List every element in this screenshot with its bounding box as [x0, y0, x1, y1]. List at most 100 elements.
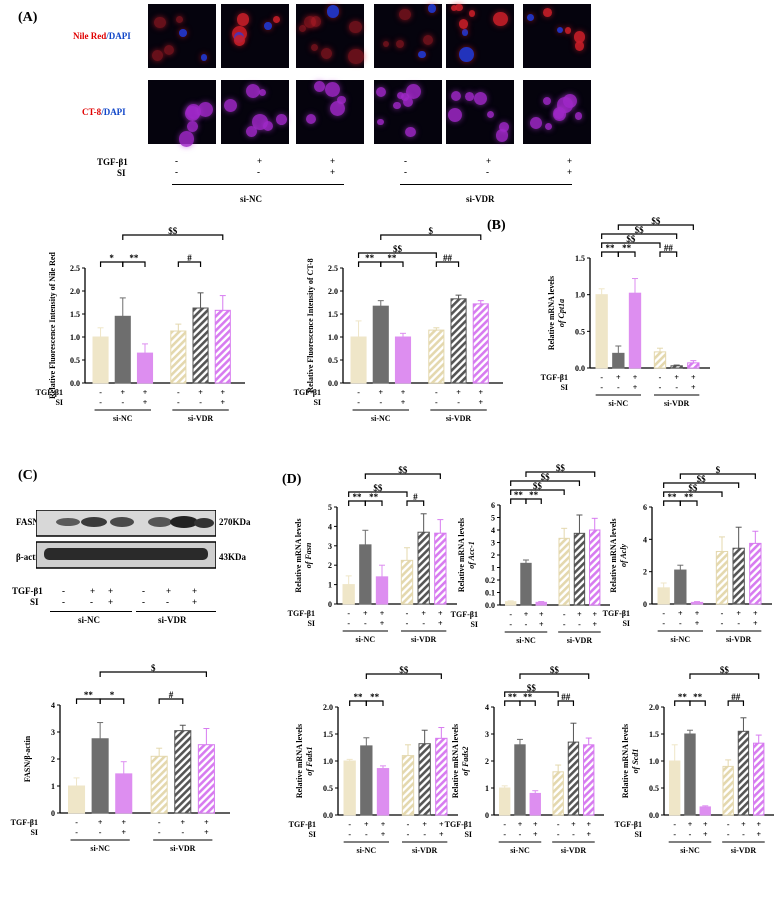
- y-tick-label: 5: [328, 503, 332, 512]
- tgf-sign: +: [143, 388, 148, 397]
- tgf-label: TGF-β1: [11, 818, 38, 827]
- cell-nucleus: [396, 91, 404, 99]
- micro-si-sign: +: [567, 167, 573, 177]
- significance-mark: **: [84, 690, 94, 700]
- y-tick-label: 2.0: [323, 703, 333, 712]
- significance-mark: $$: [527, 683, 537, 693]
- wb-group-line-1: [50, 611, 132, 612]
- significance-mark: ##: [561, 692, 571, 702]
- si-label: SI: [560, 383, 568, 392]
- tgf-sign: -: [557, 820, 560, 829]
- significance-mark: **: [387, 253, 397, 263]
- micro-si-sign: -: [257, 167, 260, 177]
- bar: [670, 365, 683, 369]
- cell-nucleus: [393, 101, 402, 110]
- y-tick-label: 1.0: [323, 757, 333, 766]
- significance-bracket: [510, 489, 565, 495]
- bar: [376, 768, 390, 816]
- tgf-sign: +: [678, 609, 683, 618]
- si-sign: -: [181, 828, 184, 837]
- micro-group-2: si-VDR: [466, 194, 495, 204]
- wb-fasn-label: FASN: [16, 517, 39, 527]
- bar: [558, 537, 570, 606]
- cell-nucleus: [398, 8, 411, 21]
- cell-nucleus: [575, 41, 585, 51]
- bar: [394, 336, 412, 384]
- significance-mark: $$: [399, 665, 409, 675]
- cell-nucleus: [152, 49, 164, 61]
- tgf-sign: +: [220, 388, 225, 397]
- cell-nucleus: [404, 126, 416, 138]
- tgf-sign: -: [348, 820, 351, 829]
- significance-bracket: [663, 482, 740, 488]
- significance-mark: $$: [393, 244, 403, 254]
- tgf-label: TGF-β1: [289, 820, 316, 829]
- si-sign: -: [727, 830, 730, 839]
- cell-nucleus: [458, 19, 469, 29]
- bar: [653, 351, 667, 369]
- significance-mark: $$: [720, 665, 730, 675]
- wb-si-label: SI: [30, 597, 39, 607]
- group-label: si-NC: [510, 846, 530, 855]
- cell-nucleus: [401, 93, 409, 101]
- si-sign: -: [348, 830, 351, 839]
- significance-mark: **: [684, 492, 694, 502]
- group-label: si-NC: [680, 846, 700, 855]
- tgf-label: TGF-β1: [603, 609, 630, 618]
- wb-tgf-sign: +: [90, 586, 96, 596]
- micro-tgf-sign: +: [330, 156, 336, 166]
- y-tick-label: 1.0: [328, 333, 338, 342]
- significance-mark: **: [668, 492, 678, 502]
- tgf-sign: +: [381, 820, 386, 829]
- y-axis-label: Relative mRNA levels: [621, 724, 630, 798]
- significance-mark: $: [429, 226, 434, 236]
- bar: [535, 601, 547, 606]
- y-tick-label: 4: [328, 522, 332, 531]
- significance-mark: **: [606, 243, 616, 253]
- y-tick-label: 0.0: [485, 601, 495, 610]
- bar: [435, 737, 448, 816]
- si-sign: +: [401, 398, 406, 407]
- cell-nucleus: [422, 34, 434, 46]
- tgf-sign: +: [633, 373, 638, 382]
- cell-nucleus: [175, 16, 183, 23]
- group-label: si-VDR: [561, 846, 587, 855]
- cell-nucleus: [337, 95, 346, 105]
- tgf-sign: +: [120, 388, 125, 397]
- y-tick-label: 3: [51, 728, 55, 737]
- significance-mark: **: [129, 253, 139, 263]
- ct8-micrograph: [446, 80, 514, 144]
- si-sign: +: [586, 830, 591, 839]
- y-tick-label: 1.0: [70, 333, 80, 342]
- group-label: si-NC: [516, 636, 536, 645]
- y-tick-label: 2.5: [328, 264, 338, 273]
- tgf-sign: +: [198, 388, 203, 397]
- cell-nucleus: [185, 103, 202, 119]
- cell-nucleus: [447, 107, 463, 123]
- panel-label-b: (B): [487, 218, 506, 233]
- y-axis-label-gene: of Fasn: [304, 542, 313, 568]
- cell-nucleus: [556, 26, 563, 34]
- y-axis-label: Relative mRNA levels: [294, 518, 303, 592]
- wb-tgf-sign: -: [142, 586, 145, 596]
- significance-mark: $$: [651, 216, 661, 226]
- tgf-sign: +: [204, 818, 209, 827]
- si-sign: +: [539, 620, 544, 629]
- cell-nucleus: [263, 120, 273, 131]
- y-axis-label: Relative Fluorescence Intensity of CT-8: [306, 258, 315, 392]
- cell-nucleus: [347, 48, 364, 65]
- cell-nucleus: [450, 5, 457, 12]
- significance-mark: $: [151, 663, 156, 673]
- panel-label-d: (D): [282, 472, 302, 487]
- significance-bracket: [617, 251, 636, 257]
- cell-nucleus: [200, 54, 208, 61]
- tgf-sign: +: [422, 820, 427, 829]
- significance-mark: **: [693, 692, 703, 702]
- bar: [687, 362, 700, 369]
- y-axis-label-gene: of Cpt1a: [557, 299, 566, 327]
- tgf-label: TGF-β1: [445, 820, 472, 829]
- si-label: SI: [622, 619, 630, 628]
- bar: [92, 336, 109, 384]
- tgf-sign: -: [673, 820, 676, 829]
- bar: [114, 315, 131, 384]
